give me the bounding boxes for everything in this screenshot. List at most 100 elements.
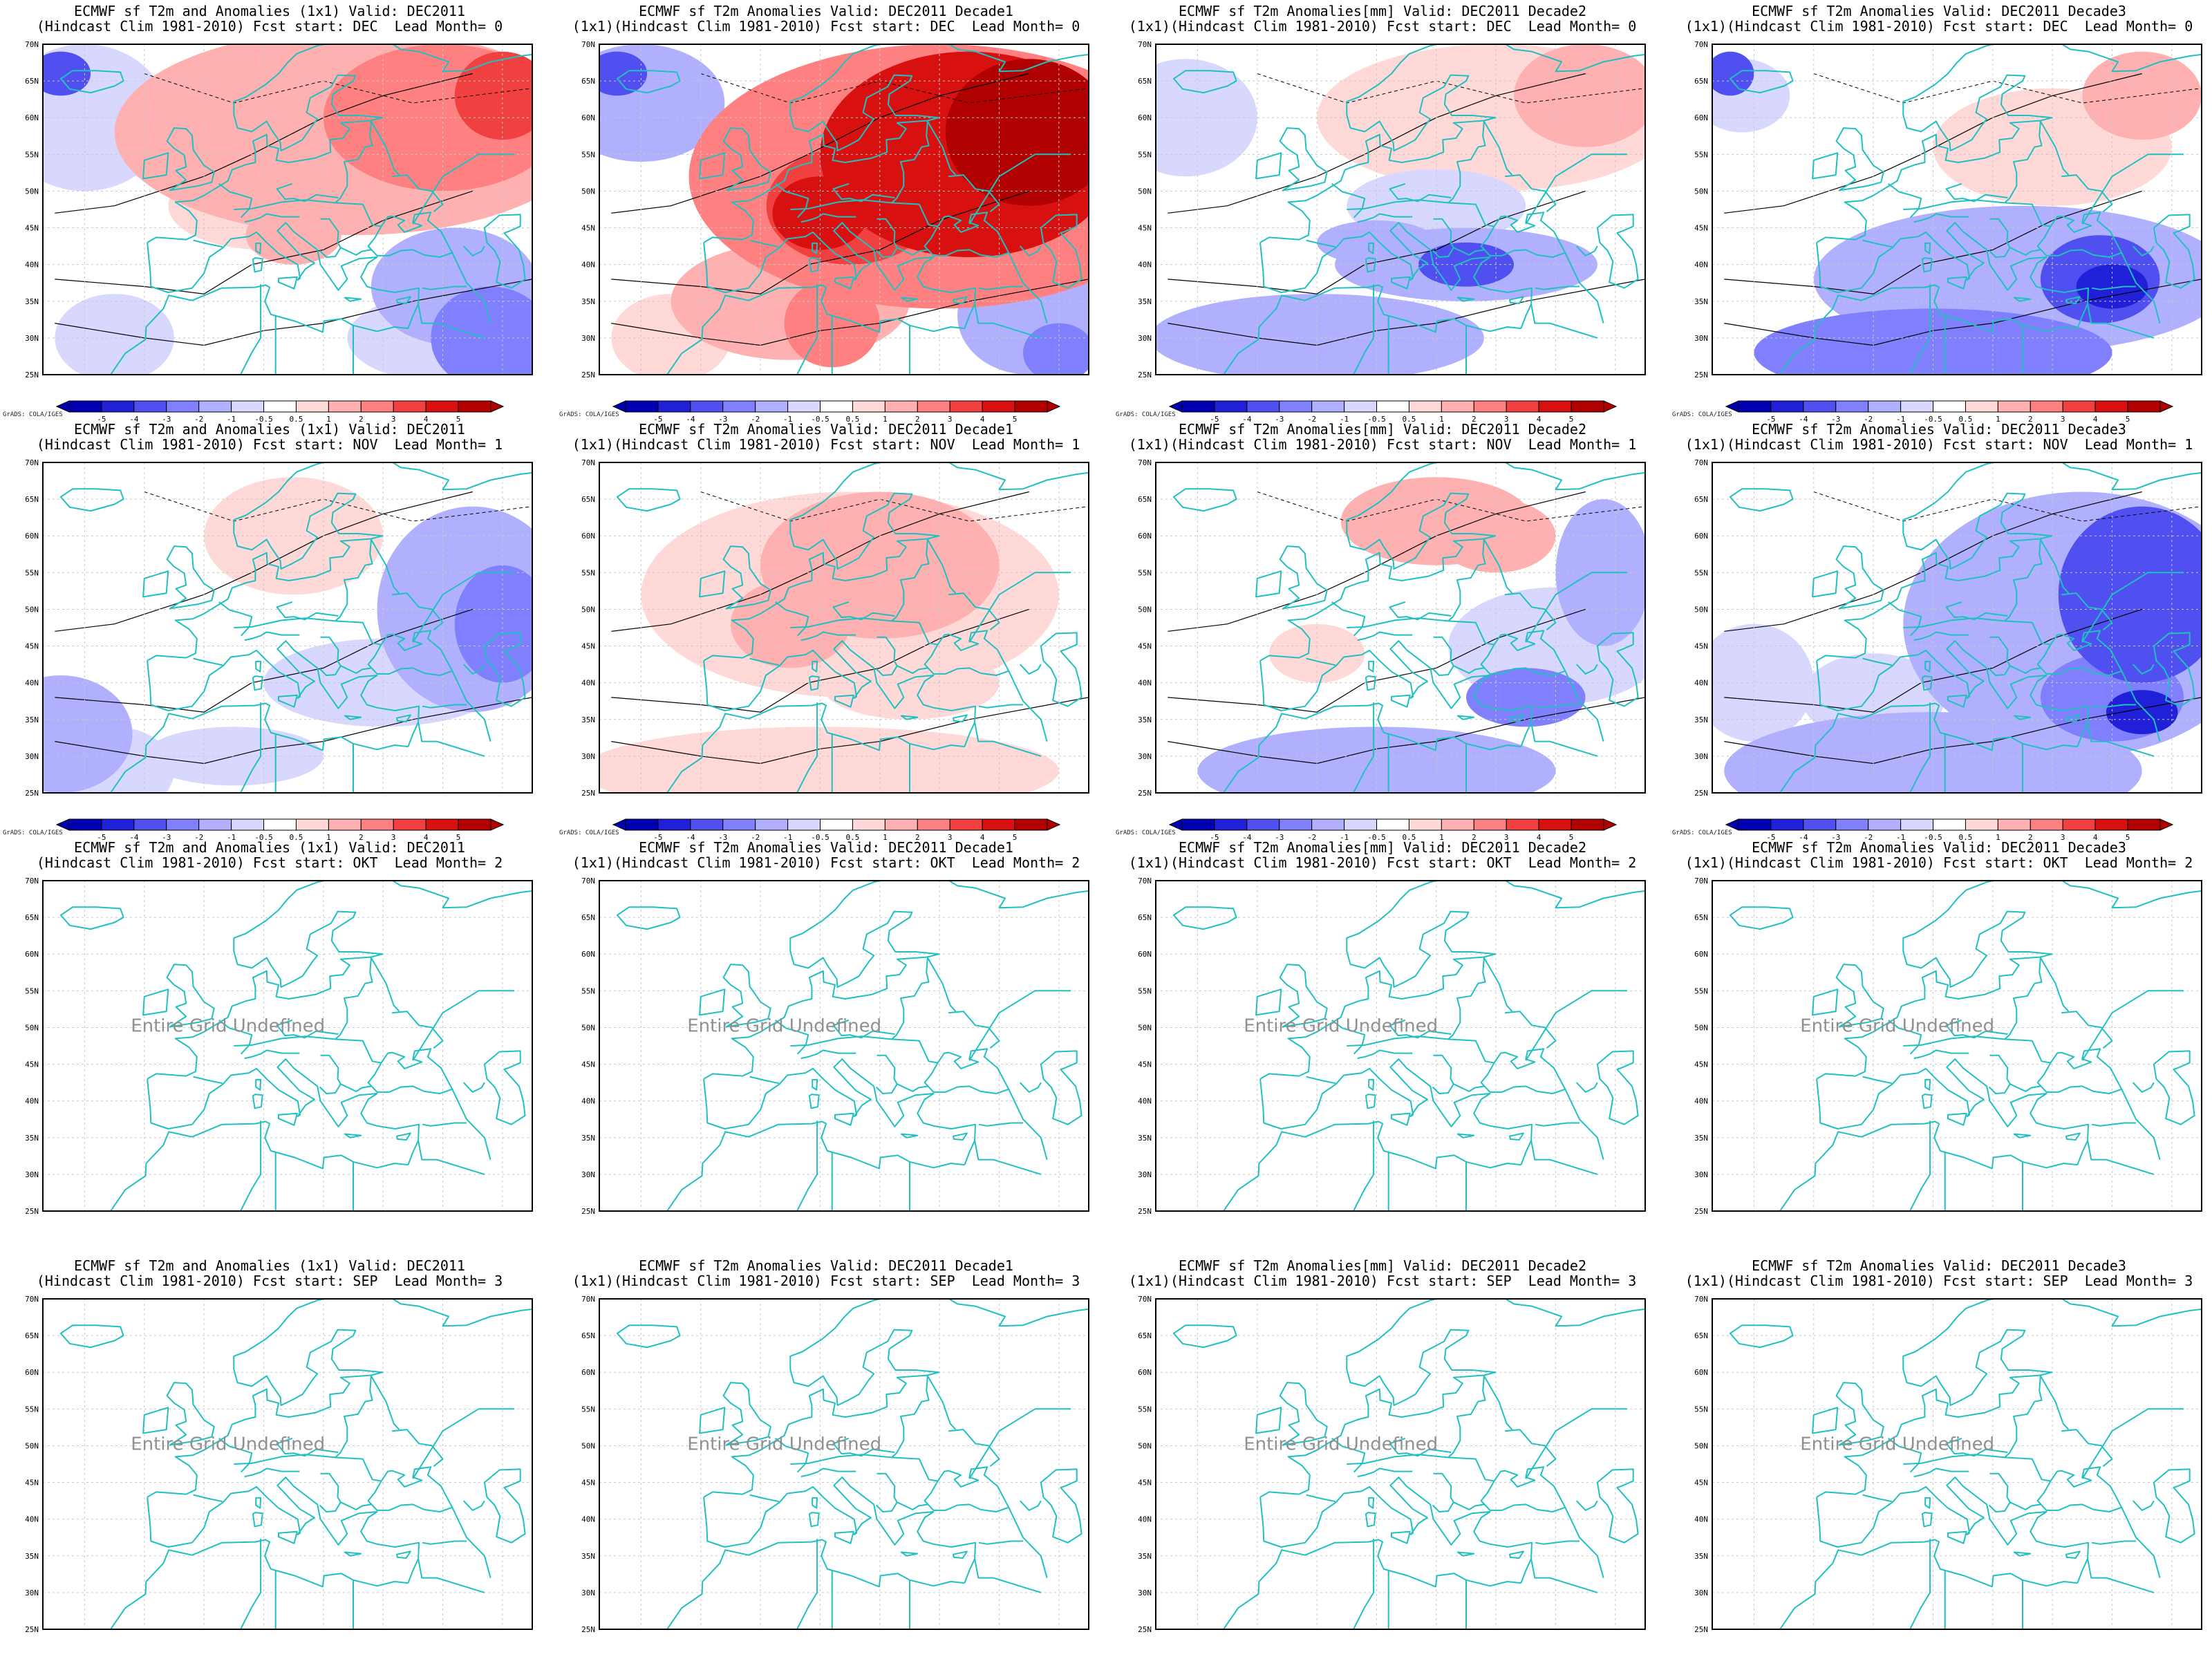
colorbar-cell (1997, 400, 2031, 413)
colorbar-cell (612, 818, 626, 831)
lat-label: 65N (581, 495, 595, 504)
coastline (2091, 285, 2136, 290)
lat-label: 30N (1138, 1588, 1152, 1597)
coastline (244, 631, 300, 641)
forecast-panel: ECMWF sf T2m and Anomalies (1x1) Valid: … (0, 836, 539, 1224)
coastline (166, 127, 215, 191)
forecast-panel: ECMWF sf T2m and Anomalies (1x1) Valid: … (0, 1255, 539, 1642)
map-svg: 70N65N60N55N50N45N40N35N30N25N20W10W010E… (0, 41, 539, 380)
colorbar-cell (1571, 818, 1604, 831)
map-frame (1712, 44, 2202, 375)
colorbar-cell (55, 818, 70, 831)
coastline (1456, 297, 1475, 302)
colorbar-label: -4 (1799, 833, 1808, 842)
colorbar-cell (625, 400, 659, 413)
coastline (335, 1038, 381, 1064)
coastline (1530, 722, 1598, 757)
coastline (1924, 1078, 1931, 1091)
coastline (1448, 1038, 1494, 1064)
map-svg: 70N65N60N55N50N45N40N35N30N25N20W10W010E… (0, 1296, 539, 1635)
lat-label: 40N (581, 1515, 595, 1524)
coastline (834, 276, 854, 290)
coastline (483, 214, 526, 289)
anomaly-area (1023, 323, 1089, 375)
coastline (2005, 1038, 2050, 1064)
map-svg: 70N65N60N55N50N45N40N35N30N25N20W10W010E… (1669, 1296, 2209, 1635)
lat-label: 30N (1694, 1170, 1708, 1179)
coastline (418, 1140, 485, 1175)
coastline (1988, 1472, 2011, 1512)
coastline (2132, 1082, 2155, 1093)
colorbar-label: -2 (1864, 833, 1873, 842)
lat-label: 60N (1138, 1368, 1152, 1377)
coastline (2081, 1408, 2184, 1479)
lat-label: 30N (581, 752, 595, 761)
colorbar-label: -2 (194, 833, 203, 842)
coastline (1483, 1375, 1513, 1430)
colorbar-label: 0.5 (1959, 415, 1973, 424)
coastline (2153, 214, 2195, 289)
map-area: 70N65N60N55N50N45N40N35N30N25N20W10W010E… (1669, 41, 2209, 380)
lat-label: 35N (581, 715, 595, 724)
coastline (722, 964, 771, 1028)
coastline (1835, 127, 1884, 191)
panel-title-line2: (1x1)(Hindcast Clim 1981-2010) Fcst star… (572, 436, 1080, 453)
coastline (1525, 572, 1628, 643)
lat-label: 45N (1138, 224, 1152, 233)
colorbar-label: 3 (391, 833, 396, 842)
colorbar-label: 4 (1537, 415, 1541, 424)
colorbar-cell (612, 400, 626, 413)
undefined-grid-label: Entire Grid Undefined (131, 1015, 325, 1036)
coastline (2065, 296, 2081, 304)
colorbar: -5 -4 -3 -2 -1 -0.5 0.5 1 2 3 4 5 GrADS: COLA/IGES (1669, 815, 2209, 847)
lat-label: 60N (581, 1368, 595, 1377)
coastline (2013, 1551, 2032, 1557)
colorbar-label: -0.5 (254, 833, 273, 842)
coastline (483, 632, 526, 707)
lat-label: 40N (25, 1515, 39, 1524)
coastline (616, 1324, 681, 1349)
coastline (1259, 640, 1533, 747)
coastline (218, 601, 253, 637)
colorbar-cell (884, 818, 918, 831)
colorbar-cell (1181, 400, 1215, 413)
coastline (1816, 1299, 2202, 1498)
coastline (1365, 1512, 1376, 1528)
coastline (166, 964, 215, 1028)
lat-label: 55N (1138, 1405, 1152, 1414)
coastline (371, 120, 400, 176)
coastline (335, 1456, 381, 1482)
coastline (1779, 702, 2078, 793)
lat-label: 45N (25, 1479, 39, 1488)
coastline (1389, 1437, 1452, 1457)
coastline (834, 694, 854, 708)
panel-title-line1: ECMWF sf T2m Anomalies Valid: DEC2011 De… (1752, 3, 2126, 19)
coastline (1575, 245, 1598, 256)
colorbar-cell (1803, 400, 1837, 413)
colorbar-cell (787, 818, 821, 831)
coastline (1357, 1049, 1413, 1060)
coastline (451, 1089, 491, 1160)
forecast-panel: ECMWF sf T2m Anomalies Valid: DEC2011 De… (1669, 1255, 2209, 1642)
forecast-panel: ECMWF sf T2m and Anomalies (1x1) Valid: … (0, 0, 539, 429)
lat-label: 60N (25, 1368, 39, 1377)
lat-label: 60N (25, 950, 39, 959)
coastline (193, 239, 223, 248)
coastline (371, 538, 400, 594)
colorbar-label: -4 (1799, 415, 1808, 424)
colorbar-label: -0.5 (254, 415, 273, 424)
panel-title-line2: (1x1)(Hindcast Clim 1981-2010) Fcst star… (572, 854, 1080, 871)
colorbar-cell (917, 400, 950, 413)
coastline (239, 1121, 262, 1211)
colorbar-cell (1725, 818, 1739, 831)
coastline (1945, 601, 2008, 621)
coastline (1888, 183, 1922, 218)
lat-label: 65N (1694, 913, 1708, 922)
colorbar-cell (1900, 818, 1934, 831)
lat-label: 25N (25, 371, 39, 379)
lat-label: 55N (1138, 150, 1152, 159)
coastline (1222, 284, 1521, 375)
map-area: 70N65N60N55N50N45N40N35N30N25N20W10W010E… (1113, 41, 1652, 380)
coastline (897, 247, 928, 256)
grads-credit: GrADS: COLA/IGES (1116, 411, 1176, 418)
